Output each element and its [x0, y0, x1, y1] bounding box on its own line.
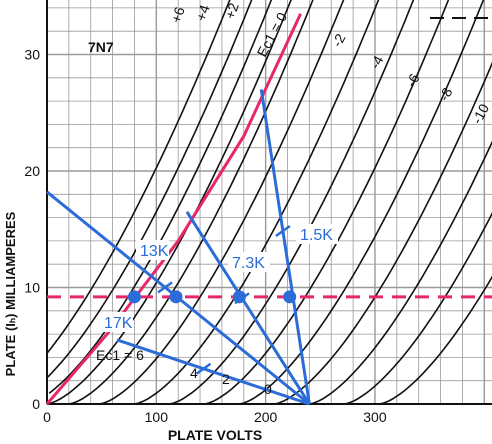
load-line-label: 13K — [140, 243, 169, 260]
y-tick-label: 0 — [32, 396, 40, 412]
curve-label: +2 — [222, 1, 242, 21]
load-line-tick — [195, 362, 212, 375]
y-tick-label: 30 — [24, 47, 40, 63]
characteristic-curve — [99, 0, 345, 405]
characteristic-curve — [46, 0, 292, 405]
operating-point — [169, 290, 183, 304]
operating-point — [232, 290, 246, 304]
load-line-label-bg — [100, 312, 133, 332]
load-line-label: 7.3K — [232, 255, 265, 272]
y-tick-label: 20 — [24, 163, 40, 179]
characteristic-curve — [309, 140, 492, 405]
characteristic-curve — [46, 0, 231, 354]
lower-grid-label-prefix: Ec1 = 6 — [96, 347, 144, 363]
load-line — [259, 89, 311, 405]
load-line-tick — [275, 224, 291, 238]
load-line-tick — [157, 281, 173, 294]
characteristic-curve — [239, 0, 485, 405]
load-line-label: 1.5K — [300, 227, 333, 244]
x-tick-label: 200 — [254, 409, 278, 425]
x-axis-title: PLATE VOLTS — [168, 427, 262, 443]
characteristic-curve — [169, 0, 415, 405]
curve-label: -8 — [436, 85, 456, 104]
characteristic-curves — [46, 0, 492, 405]
tube-type-label: 7N7 — [88, 39, 114, 55]
load-line-overlay: 1.5K 7.3K 13K 17K — [45, 13, 492, 406]
characteristic-curve — [344, 212, 492, 405]
load-line-label-bg — [296, 224, 338, 244]
load-line — [185, 210, 311, 405]
lower-grid-label: 0 — [264, 381, 272, 397]
lower-grid-label: 4 — [190, 365, 198, 381]
x-tick-label: 300 — [363, 409, 387, 425]
load-line — [116, 338, 310, 406]
curve-label: +4 — [193, 3, 213, 23]
load-line-label: 17K — [104, 315, 133, 332]
y-tick-label: 10 — [24, 280, 40, 296]
x-tick-label: 0 — [43, 409, 51, 425]
curve-label: +6 — [168, 5, 188, 25]
curve-label: -4 — [367, 53, 387, 72]
x-tick-label: 100 — [145, 409, 169, 425]
curve-label: -6 — [403, 71, 423, 90]
operating-point — [283, 290, 297, 304]
characteristic-curve — [46, 0, 253, 379]
lower-grid-label: 2 — [222, 371, 230, 387]
characteristic-curve — [379, 275, 492, 405]
characteristic-curve — [48, 0, 273, 394]
load-line-label-bg — [228, 252, 270, 272]
operating-point — [127, 290, 141, 304]
characteristic-curve — [134, 0, 380, 405]
characteristic-curve — [274, 61, 492, 405]
y-axis-title: PLATE (Iₕ) MILLIAMPERES — [3, 211, 18, 376]
characteristic-curve — [204, 0, 450, 405]
curve-label: -10 — [469, 101, 492, 127]
load-line-label-bg — [136, 240, 169, 260]
curve-label: Ec1 = 0 — [254, 9, 291, 59]
zero-bias-curve — [45, 13, 302, 405]
characteristic-curve — [68, 0, 314, 405]
